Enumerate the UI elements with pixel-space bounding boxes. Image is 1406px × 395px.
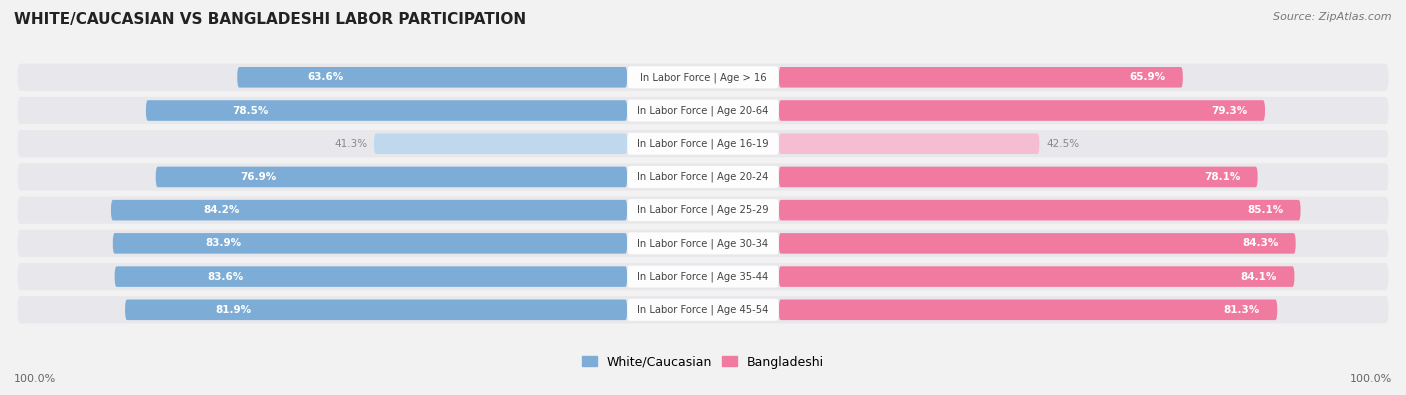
Text: 84.2%: 84.2% — [204, 205, 240, 215]
FancyBboxPatch shape — [146, 100, 627, 121]
FancyBboxPatch shape — [779, 167, 1257, 187]
FancyBboxPatch shape — [17, 296, 1389, 324]
Text: In Labor Force | Age 30-34: In Labor Force | Age 30-34 — [637, 238, 769, 248]
FancyBboxPatch shape — [627, 133, 779, 155]
FancyBboxPatch shape — [779, 100, 1265, 121]
FancyBboxPatch shape — [17, 230, 1389, 257]
FancyBboxPatch shape — [779, 134, 1039, 154]
Text: 81.9%: 81.9% — [215, 305, 252, 315]
Text: 84.3%: 84.3% — [1241, 238, 1278, 248]
Text: In Labor Force | Age 45-54: In Labor Force | Age 45-54 — [637, 305, 769, 315]
FancyBboxPatch shape — [779, 200, 1301, 220]
FancyBboxPatch shape — [17, 64, 1389, 91]
FancyBboxPatch shape — [627, 199, 779, 221]
Text: 83.6%: 83.6% — [207, 272, 243, 282]
FancyBboxPatch shape — [779, 299, 1277, 320]
FancyBboxPatch shape — [779, 67, 1182, 88]
FancyBboxPatch shape — [17, 197, 1389, 224]
Text: Source: ZipAtlas.com: Source: ZipAtlas.com — [1274, 12, 1392, 22]
FancyBboxPatch shape — [115, 266, 627, 287]
FancyBboxPatch shape — [627, 265, 779, 288]
FancyBboxPatch shape — [627, 66, 779, 88]
Text: 84.1%: 84.1% — [1241, 272, 1277, 282]
FancyBboxPatch shape — [779, 266, 1295, 287]
Text: 100.0%: 100.0% — [1350, 374, 1392, 384]
FancyBboxPatch shape — [156, 167, 627, 187]
Text: 85.1%: 85.1% — [1247, 205, 1284, 215]
Text: 41.3%: 41.3% — [335, 139, 367, 149]
Text: 83.9%: 83.9% — [205, 238, 242, 248]
FancyBboxPatch shape — [112, 233, 627, 254]
Text: In Labor Force | Age 16-19: In Labor Force | Age 16-19 — [637, 139, 769, 149]
FancyBboxPatch shape — [779, 233, 1296, 254]
Legend: White/Caucasian, Bangladeshi: White/Caucasian, Bangladeshi — [582, 356, 824, 369]
FancyBboxPatch shape — [125, 299, 627, 320]
Text: In Labor Force | Age 35-44: In Labor Force | Age 35-44 — [637, 271, 769, 282]
FancyBboxPatch shape — [17, 163, 1389, 190]
Text: In Labor Force | Age 20-64: In Labor Force | Age 20-64 — [637, 105, 769, 116]
Text: 78.5%: 78.5% — [232, 105, 269, 115]
Text: In Labor Force | Age 25-29: In Labor Force | Age 25-29 — [637, 205, 769, 215]
FancyBboxPatch shape — [627, 166, 779, 188]
Text: 65.9%: 65.9% — [1129, 72, 1166, 82]
FancyBboxPatch shape — [238, 67, 627, 88]
Text: 79.3%: 79.3% — [1212, 105, 1247, 115]
FancyBboxPatch shape — [627, 232, 779, 254]
FancyBboxPatch shape — [627, 299, 779, 321]
FancyBboxPatch shape — [627, 100, 779, 122]
Text: 42.5%: 42.5% — [1046, 139, 1080, 149]
FancyBboxPatch shape — [17, 130, 1389, 157]
Text: In Labor Force | Age 20-24: In Labor Force | Age 20-24 — [637, 172, 769, 182]
Text: 63.6%: 63.6% — [308, 72, 343, 82]
Text: WHITE/CAUCASIAN VS BANGLADESHI LABOR PARTICIPATION: WHITE/CAUCASIAN VS BANGLADESHI LABOR PAR… — [14, 12, 526, 27]
Text: In Labor Force | Age > 16: In Labor Force | Age > 16 — [640, 72, 766, 83]
FancyBboxPatch shape — [374, 134, 627, 154]
FancyBboxPatch shape — [17, 97, 1389, 124]
FancyBboxPatch shape — [111, 200, 627, 220]
Text: 81.3%: 81.3% — [1223, 305, 1260, 315]
Text: 76.9%: 76.9% — [240, 172, 277, 182]
Text: 100.0%: 100.0% — [14, 374, 56, 384]
FancyBboxPatch shape — [17, 263, 1389, 290]
Text: 78.1%: 78.1% — [1204, 172, 1240, 182]
